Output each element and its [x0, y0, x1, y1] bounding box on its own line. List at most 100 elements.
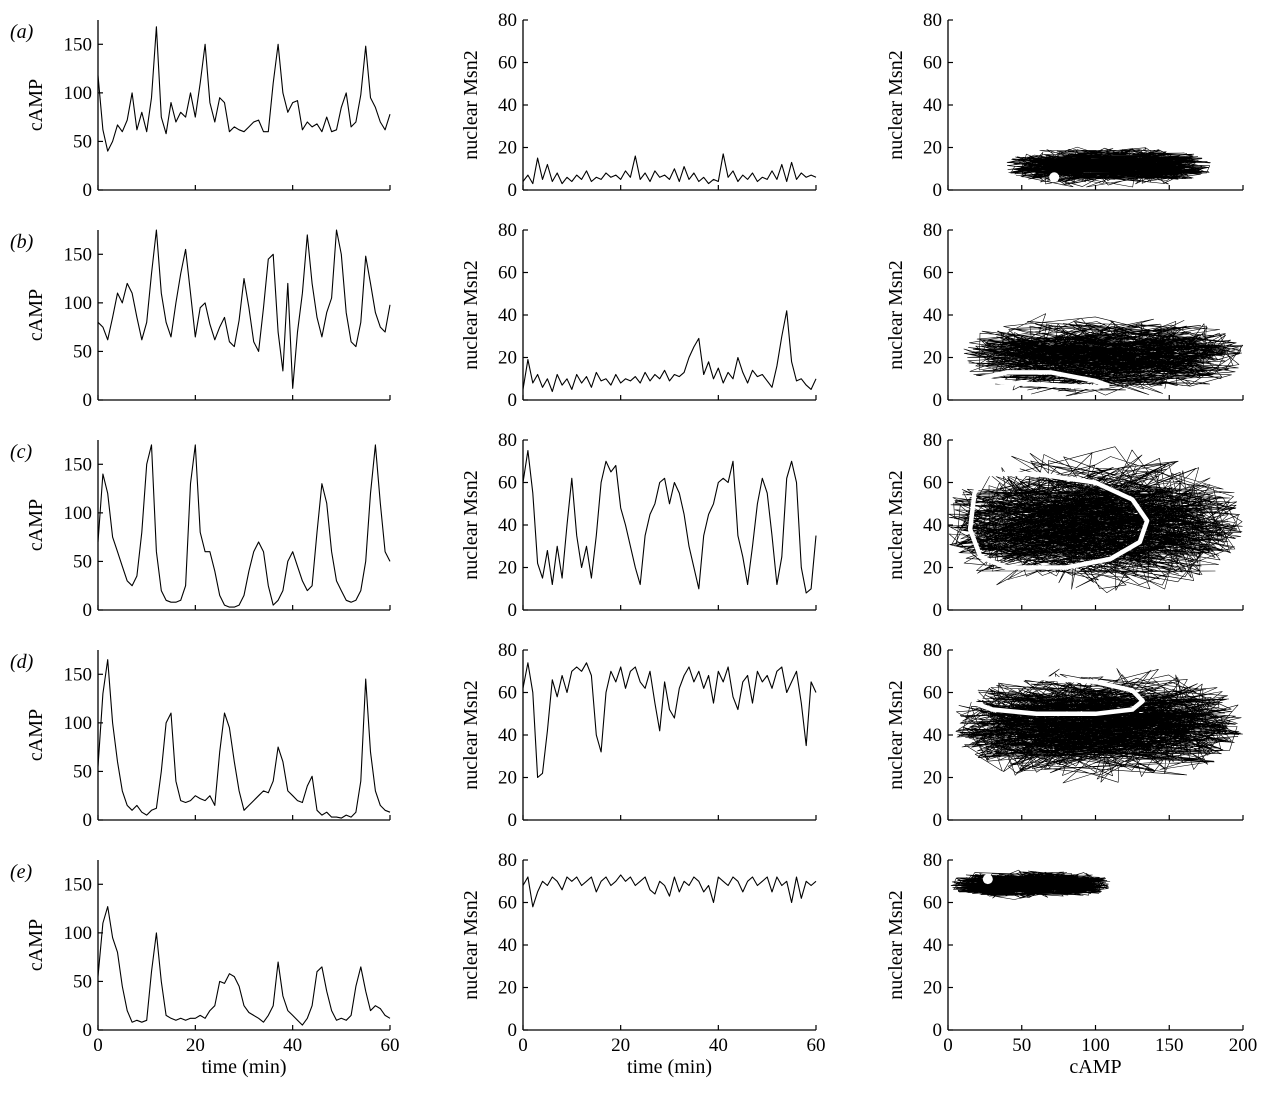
y-tick-label: 40	[498, 515, 517, 536]
y-axis-label: cAMP	[25, 289, 47, 341]
y-tick-label: 0	[508, 1020, 518, 1041]
x-axis-label: cAMP	[1069, 1056, 1121, 1078]
panel-3-1: 0 50 100 150 cAMP (c)	[10, 440, 391, 621]
y-tick-label: 60	[498, 893, 517, 914]
y-tick-label: 20	[923, 558, 942, 579]
x-tick-label: 40	[709, 1035, 728, 1056]
y-tick-label: 40	[498, 305, 517, 326]
y-tick-label: 50	[73, 551, 92, 572]
phase-trajectory	[963, 313, 1244, 397]
x-tick-label: 100	[1081, 1035, 1110, 1056]
y-axis-label: nuclear Msn2	[885, 260, 907, 369]
y-axis-label: nuclear Msn2	[885, 470, 907, 579]
y-tick-label: 40	[498, 935, 517, 956]
y-tick-label: 60	[498, 683, 517, 704]
y-tick-label: 100	[64, 293, 93, 314]
x-axis-label: time (min)	[202, 1056, 287, 1078]
y-tick-label: 0	[508, 810, 518, 831]
x-tick-label: 20	[611, 1035, 630, 1056]
y-tick-label: 0	[933, 1020, 943, 1041]
y-tick-label: 80	[498, 430, 517, 451]
y-axis-label: cAMP	[25, 919, 47, 971]
x-tick-label: 50	[1012, 1035, 1031, 1056]
y-tick-label: 80	[923, 430, 942, 451]
y-tick-label: 40	[923, 515, 942, 536]
y-tick-label: 20	[923, 978, 942, 999]
x-tick-label: 0	[943, 1035, 953, 1056]
panel-2-2: 0 20 40 60 80 nuclear Msn2	[460, 220, 817, 411]
y-tick-label: 100	[64, 503, 93, 524]
y-tick-label: 60	[498, 263, 517, 284]
y-tick-label: 60	[923, 683, 942, 704]
y-tick-label: 20	[498, 768, 517, 789]
y-tick-label: 150	[64, 244, 93, 265]
y-axis-label: cAMP	[25, 79, 47, 131]
x-tick-label: 40	[283, 1035, 302, 1056]
panel-2-3: 0 20 40 60 80 nuclear Msn2	[885, 220, 1244, 411]
y-tick-label: 80	[923, 640, 942, 661]
y-tick-label: 80	[923, 850, 942, 871]
series-line	[97, 906, 391, 1026]
y-tick-label: 80	[498, 10, 517, 31]
y-axis-label: nuclear Msn2	[885, 680, 907, 789]
series-line	[522, 662, 817, 779]
panel-5-1: 0 50 100 150 0 20 40 60 cAMP time (min) (e)	[10, 860, 400, 1078]
y-axis-label: nuclear Msn2	[885, 890, 907, 999]
y-tick-label: 150	[64, 664, 93, 685]
y-tick-label: 0	[508, 180, 518, 201]
y-axis-label: nuclear Msn2	[885, 50, 907, 159]
y-tick-label: 20	[498, 348, 517, 369]
y-axis-label: nuclear Msn2	[460, 680, 482, 789]
panel-3-2: 0 20 40 60 80 nuclear Msn2	[460, 430, 817, 621]
y-axis-label: nuclear Msn2	[460, 260, 482, 369]
y-tick-label: 150	[64, 34, 93, 55]
y-axis-label: nuclear Msn2	[460, 470, 482, 579]
y-tick-label: 0	[83, 810, 93, 831]
x-tick-label: 20	[186, 1035, 205, 1056]
y-tick-label: 100	[64, 923, 93, 944]
series-line	[522, 450, 817, 594]
y-tick-label: 60	[923, 53, 942, 74]
x-tick-label: 200	[1229, 1035, 1258, 1056]
y-tick-label: 0	[83, 390, 93, 411]
y-axis-label: cAMP	[25, 709, 47, 761]
y-tick-label: 0	[933, 390, 943, 411]
y-tick-label: 20	[498, 978, 517, 999]
x-tick-label: 0	[518, 1035, 528, 1056]
y-tick-label: 50	[73, 131, 92, 152]
y-tick-label: 40	[498, 725, 517, 746]
y-tick-label: 80	[498, 640, 517, 661]
x-tick-label: 0	[93, 1035, 103, 1056]
panel-5-3: 0 20 40 60 80 0 50 100 150 200 nuclear Msn2 cAMP	[885, 850, 1257, 1078]
panel-2-1: 0 50 100 150 cAMP (b)	[10, 229, 391, 411]
series-line	[97, 229, 391, 389]
y-tick-label: 0	[508, 600, 518, 621]
y-tick-label: 60	[498, 473, 517, 494]
y-axis-label: cAMP	[25, 499, 47, 551]
y-tick-label: 150	[64, 874, 93, 895]
panel-4-3: 0 20 40 60 80 nuclear Msn2	[885, 640, 1244, 831]
y-tick-label: 80	[498, 220, 517, 241]
phase-trajectory	[950, 869, 1111, 900]
x-tick-label: 60	[807, 1035, 826, 1056]
y-tick-label: 0	[508, 390, 518, 411]
y-tick-label: 60	[923, 473, 942, 494]
y-tick-label: 80	[923, 10, 942, 31]
y-tick-label: 0	[933, 810, 943, 831]
phase-trajectory	[947, 446, 1243, 594]
series-line	[522, 874, 817, 908]
y-tick-label: 60	[923, 893, 942, 914]
panel-label: (c)	[10, 441, 33, 463]
y-tick-label: 80	[498, 850, 517, 871]
x-tick-label: 60	[381, 1035, 400, 1056]
y-tick-label: 150	[64, 454, 93, 475]
panel-3-3: 0 20 40 60 80 nuclear Msn2	[885, 430, 1244, 621]
y-tick-label: 20	[498, 138, 517, 159]
y-tick-label: 0	[83, 180, 93, 201]
y-tick-label: 40	[923, 725, 942, 746]
panel-label: (a)	[10, 21, 34, 43]
panel-1-1: 0 50 100 150 cAMP (a)	[10, 20, 391, 201]
limit-cycle	[966, 675, 1145, 717]
y-tick-label: 50	[73, 761, 92, 782]
panel-label: (b)	[10, 231, 34, 253]
